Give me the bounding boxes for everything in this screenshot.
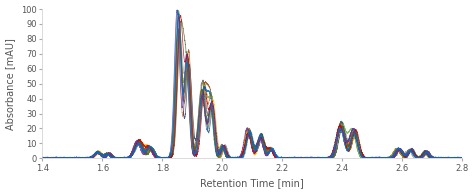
X-axis label: Retention Time [min]: Retention Time [min] bbox=[200, 178, 304, 188]
Y-axis label: Absorbance [mAU]: Absorbance [mAU] bbox=[6, 38, 16, 130]
